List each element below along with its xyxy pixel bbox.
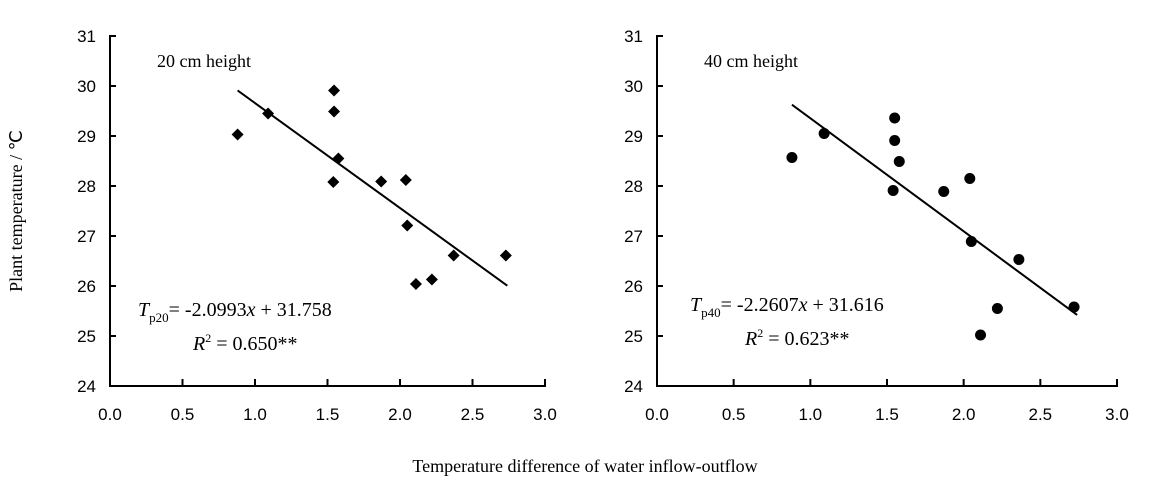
data-point bbox=[375, 175, 388, 188]
data-point bbox=[991, 303, 1003, 314]
r-squared: R2 = 0.623** bbox=[744, 326, 850, 350]
x-tick-label: 0.5 bbox=[171, 405, 195, 424]
x-tick-label: 0.0 bbox=[645, 405, 669, 424]
data-point bbox=[889, 135, 901, 146]
data-point bbox=[887, 185, 899, 196]
r-squared: R2 = 0.650** bbox=[192, 331, 298, 355]
data-point bbox=[938, 186, 950, 197]
x-tick-label: 3.0 bbox=[533, 405, 557, 424]
x-tick-label: 2.0 bbox=[388, 405, 412, 424]
y-tick-label: 25 bbox=[624, 327, 643, 346]
y-tick-label: 24 bbox=[624, 377, 643, 396]
panel-title: 20 cm height bbox=[157, 51, 251, 71]
x-tick-label: 1.0 bbox=[799, 405, 823, 424]
data-point bbox=[818, 128, 830, 139]
data-point bbox=[786, 152, 798, 163]
x-tick-label: 2.5 bbox=[1029, 405, 1053, 424]
y-tick-label: 28 bbox=[77, 177, 96, 196]
y-tick-label: 30 bbox=[624, 77, 643, 96]
x-tick-label: 1.5 bbox=[875, 405, 899, 424]
data-point bbox=[327, 176, 340, 188]
data-point bbox=[328, 105, 341, 118]
data-point bbox=[447, 249, 460, 262]
data-point bbox=[499, 249, 512, 262]
y-tick-label: 27 bbox=[624, 227, 643, 246]
data-point bbox=[425, 273, 438, 286]
data-point bbox=[231, 128, 244, 141]
data-point bbox=[964, 173, 976, 184]
y-tick-label: 24 bbox=[77, 377, 96, 396]
data-point bbox=[889, 112, 901, 124]
data-point bbox=[965, 236, 977, 247]
y-tick-label: 25 bbox=[77, 327, 96, 346]
trendline bbox=[237, 89, 508, 287]
panel-title: 40 cm height bbox=[704, 51, 798, 71]
data-point bbox=[975, 329, 987, 341]
y-tick-label: 31 bbox=[624, 27, 643, 46]
trendline bbox=[791, 103, 1078, 316]
data-point bbox=[401, 219, 414, 232]
x-tick-label: 2.0 bbox=[952, 405, 976, 424]
x-tick-label: 0.0 bbox=[98, 405, 122, 424]
data-point bbox=[399, 174, 412, 186]
data-point bbox=[409, 278, 422, 290]
x-tick-label: 1.5 bbox=[316, 405, 340, 424]
data-point bbox=[262, 107, 275, 120]
y-tick-label: 26 bbox=[77, 277, 96, 296]
data-point bbox=[328, 84, 341, 97]
regression-equation: Tp40= -2.2607x + 31.616 bbox=[690, 294, 884, 320]
x-tick-label: 3.0 bbox=[1105, 405, 1129, 424]
data-point bbox=[1013, 254, 1025, 265]
x-tick-label: 0.5 bbox=[722, 405, 746, 424]
y-tick-label: 30 bbox=[77, 77, 96, 96]
data-point bbox=[1068, 301, 1080, 313]
x-tick-label: 1.0 bbox=[243, 405, 267, 424]
data-point bbox=[332, 152, 345, 165]
y-axis-label: Plant temperature / ℃ bbox=[6, 130, 26, 292]
data-point bbox=[893, 156, 905, 167]
y-tick-label: 29 bbox=[624, 127, 643, 146]
y-tick-label: 28 bbox=[624, 177, 643, 196]
y-tick-label: 27 bbox=[77, 227, 96, 246]
y-tick-label: 26 bbox=[624, 277, 643, 296]
regression-equation: Tp20= -2.0993x + 31.758 bbox=[138, 299, 332, 325]
y-tick-label: 29 bbox=[77, 127, 96, 146]
y-tick-label: 31 bbox=[77, 27, 96, 46]
x-tick-label: 2.5 bbox=[461, 405, 485, 424]
x-axis-label: Temperature difference of water inflow-o… bbox=[412, 456, 757, 476]
